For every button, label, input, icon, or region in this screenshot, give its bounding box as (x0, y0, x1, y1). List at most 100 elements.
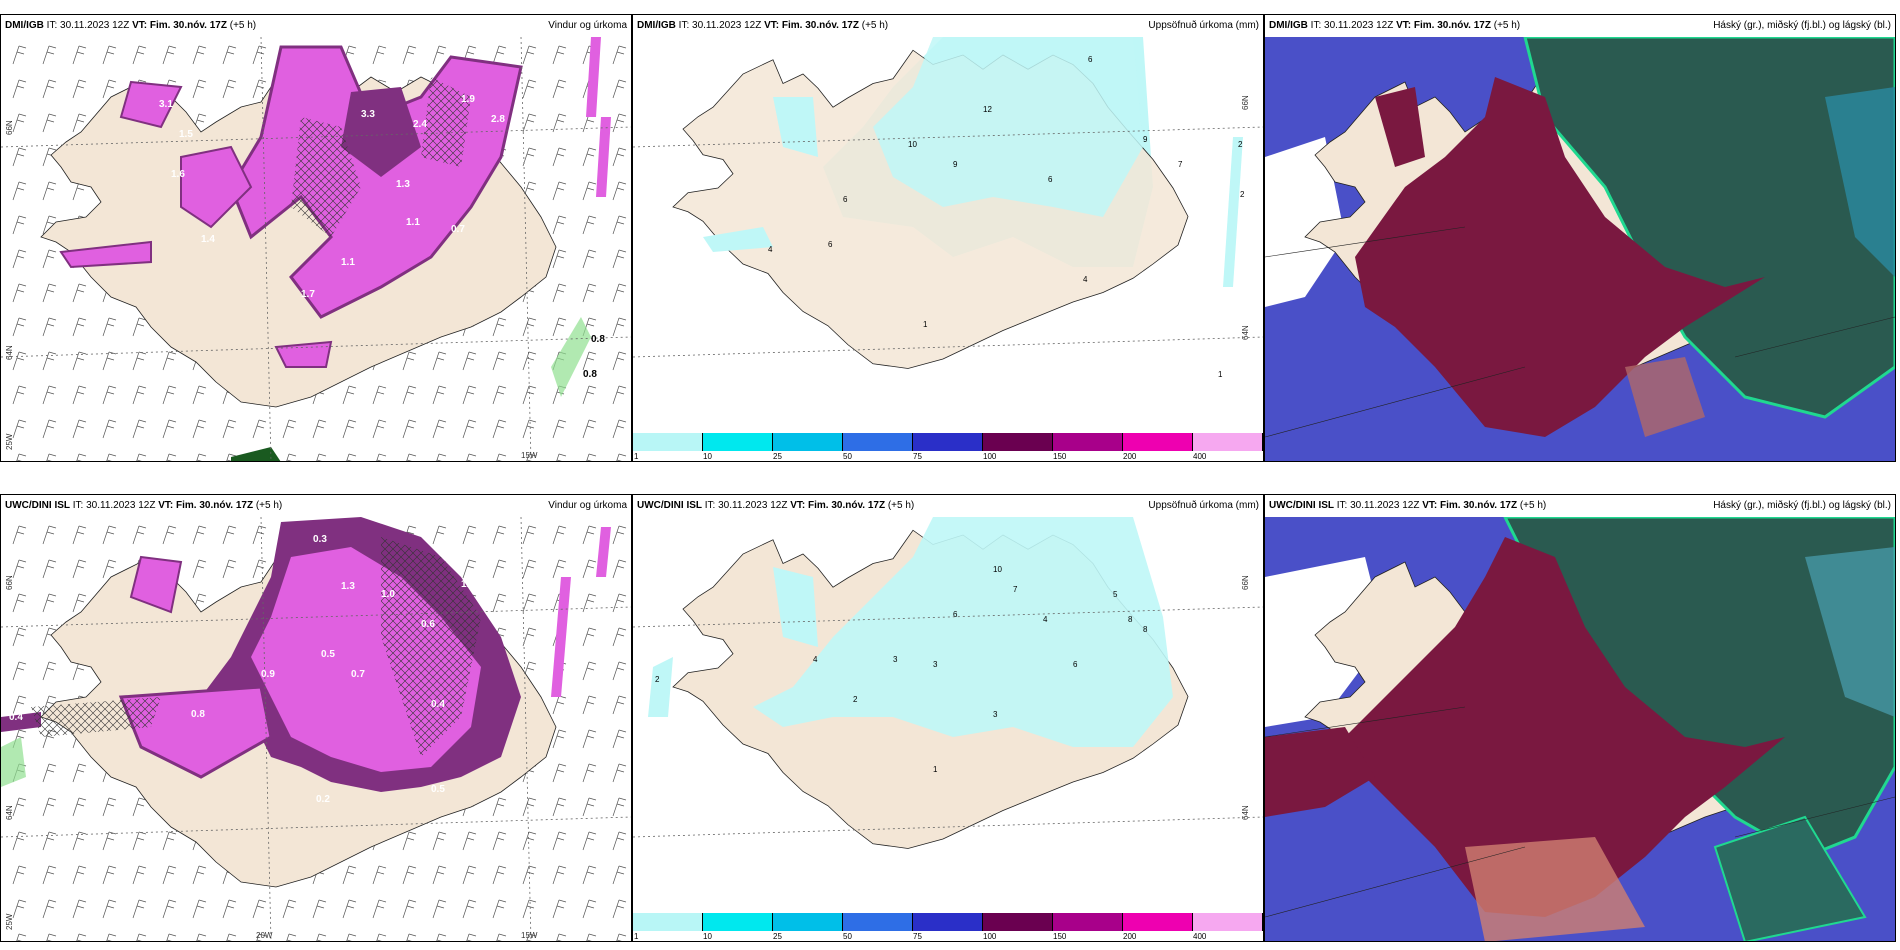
colorbar-label: 1 (634, 452, 639, 461)
wind-barb (42, 559, 57, 579)
colorbar-swatch (773, 913, 843, 931)
panel-accum-precip-dmi: DMI/IGB IT: 30.11.2023 12Z VT: Fim. 30.n… (632, 14, 1264, 462)
wind-barb (42, 525, 57, 545)
colorbar-label: 75 (913, 452, 922, 461)
colorbar-label: 200 (1123, 932, 1137, 941)
wind-barb (552, 865, 567, 885)
accum-value: 12 (983, 105, 992, 114)
wind-barb (492, 797, 507, 817)
precip-value: 1.9 (461, 94, 475, 105)
colorbar-label: 25 (773, 452, 782, 461)
wind-barb (582, 351, 597, 371)
lat-label: 66N (5, 575, 14, 590)
accum-value: 6 (843, 195, 848, 204)
precip-value: 1.4 (201, 234, 215, 245)
wind-barb (12, 147, 27, 167)
wind-barb (552, 419, 567, 439)
wind-barb (582, 661, 597, 681)
wind-barb (612, 147, 627, 167)
wind-barb (102, 831, 117, 851)
colorbar-swatch (983, 433, 1053, 451)
wind-barb (76, 933, 87, 941)
wind-barb (42, 865, 57, 885)
wind-barb (42, 419, 57, 439)
wind-barb (612, 181, 627, 201)
wind-barb (162, 419, 177, 439)
hatch-area (421, 77, 471, 167)
accum-area (873, 37, 1143, 217)
wind-barb (436, 933, 447, 941)
wind-barb (612, 249, 627, 269)
wind-barb (42, 661, 57, 681)
wind-barb (496, 453, 507, 461)
wind-barb (42, 593, 57, 613)
wind-barb (552, 147, 567, 167)
wind-barb (76, 453, 87, 461)
precip-value: 2.4 (413, 119, 427, 130)
wind-barb (406, 933, 417, 941)
wind-barb (316, 453, 327, 461)
accum-area (773, 567, 818, 647)
map-accum-precip: 6 9 7 2 2 1 1 6 6 4 4 12 10 9 6 (633, 37, 1263, 432)
wind-barb (162, 45, 177, 65)
cloud-high-layer (1355, 77, 1765, 437)
wind-barb (612, 559, 627, 579)
colorbar-label: 50 (843, 452, 852, 461)
colorbar-label: 1 (634, 932, 639, 941)
precip-value: 2.7 (511, 144, 525, 155)
wind-barb (252, 45, 267, 65)
cloud-mid-layer (1523, 37, 1895, 419)
wind-barb (222, 419, 237, 439)
accum-value: 3 (933, 660, 938, 669)
forecast-offset: (+5 h) (255, 500, 283, 511)
wind-barb (432, 45, 447, 65)
precip-value: 0.5 (321, 649, 335, 660)
wind-barb (612, 593, 627, 613)
precip-value: 0.4 (9, 712, 23, 723)
wind-barb (192, 865, 207, 885)
wind-barb (256, 933, 267, 941)
wind-barb (72, 593, 87, 613)
map-clouds (1265, 37, 1895, 461)
wind-barb (522, 593, 537, 613)
model-source: UWC/DINI ISL (1269, 500, 1334, 511)
wind-barb (582, 283, 597, 303)
wind-barb (12, 113, 27, 133)
wind-barb (552, 215, 567, 235)
wind-barb (432, 899, 447, 919)
wind-barb (192, 525, 207, 545)
valid-time: VT: Fim. 30.nóv. 17Z (132, 20, 227, 31)
wind-barb (312, 419, 327, 439)
wind-barb (42, 831, 57, 851)
wind-barb (132, 317, 147, 337)
wind-barb (522, 317, 537, 337)
init-time: IT: 30.11.2023 12Z (1336, 500, 1420, 511)
wind-barb (492, 525, 507, 545)
wind-barb (42, 317, 57, 337)
wind-barb (72, 831, 87, 851)
wind-barb (402, 45, 417, 65)
clear-area (1265, 137, 1345, 307)
wind-barb (616, 933, 627, 941)
wind-barb (42, 181, 57, 201)
wind-barb (582, 831, 597, 851)
accum-area (753, 517, 1173, 747)
panel-clouds-uwc: UWC/DINI ISL IT: 30.11.2023 12Z VT: Fim.… (1264, 494, 1896, 942)
panel-header: UWC/DINI ISL IT: 30.11.2023 12Z VT: Fim.… (1, 495, 631, 517)
accum-value: 2 (655, 675, 660, 684)
panel-title: Vindur og úrkoma (548, 500, 627, 511)
wind-barb (12, 695, 27, 715)
wind-barb (552, 79, 567, 99)
precip-value: 0.8 (191, 709, 205, 720)
panel-header: UWC/DINI ISL IT: 30.11.2023 12Z VT: Fim.… (633, 495, 1263, 517)
wind-barb (106, 453, 117, 461)
wind-barb (462, 831, 477, 851)
wind-barb (346, 453, 357, 461)
wind-barb (16, 453, 27, 461)
wind-barb (12, 181, 27, 201)
model-source: DMI/IGB (637, 20, 676, 31)
wind-barb (402, 865, 417, 885)
wind-barb (522, 45, 537, 65)
wind-barb (132, 351, 147, 371)
wind-barb (522, 797, 537, 817)
